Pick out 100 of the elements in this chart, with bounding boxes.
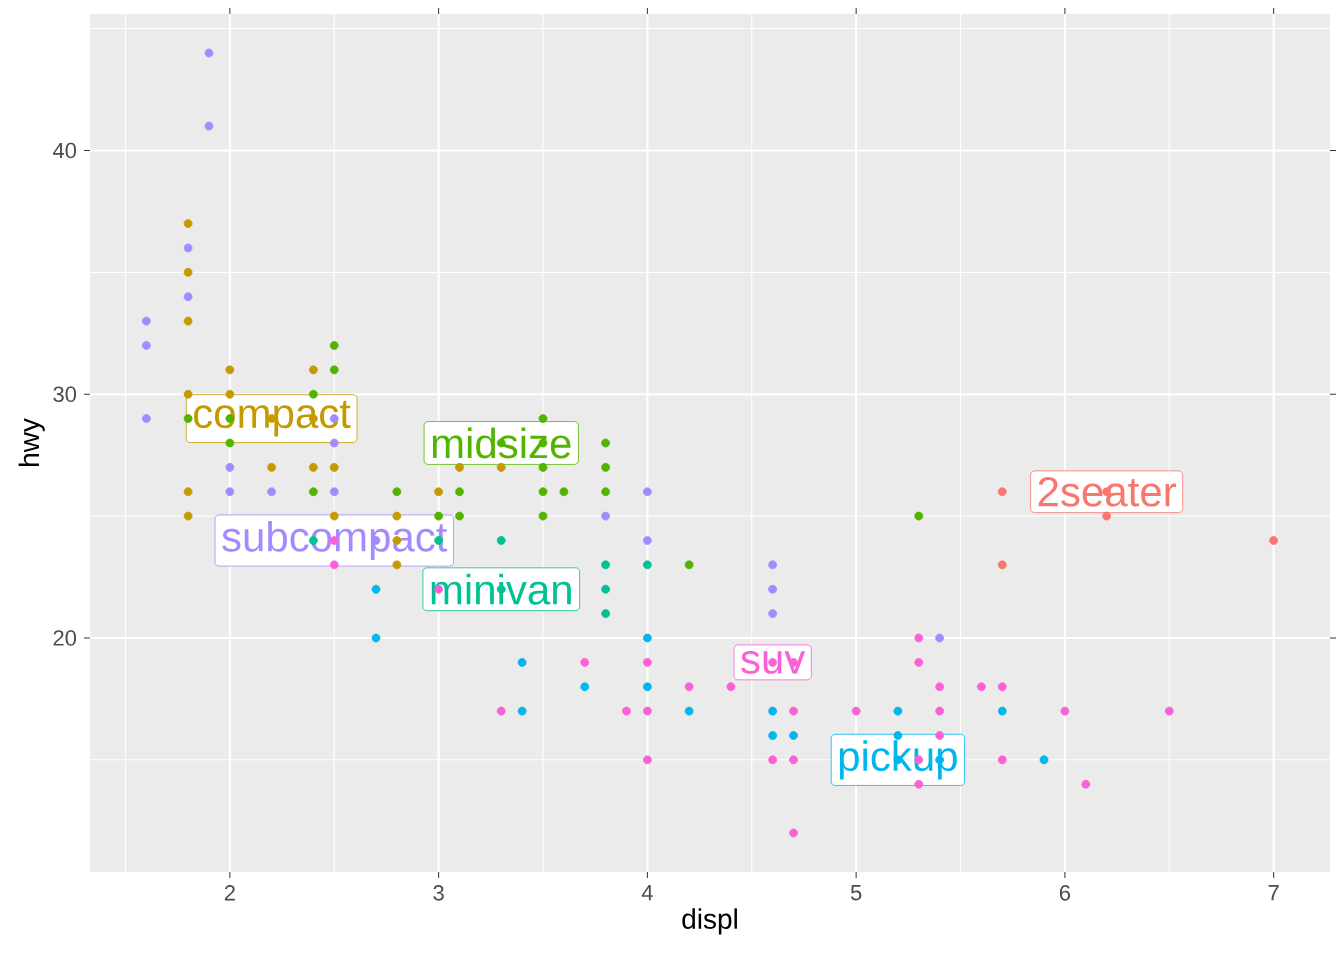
point — [496, 536, 506, 545]
x-tick-label: 2 — [224, 885, 235, 901]
point — [580, 657, 590, 667]
point — [455, 462, 464, 472]
point — [684, 560, 694, 570]
point — [601, 584, 611, 594]
point — [434, 511, 444, 521]
point — [308, 389, 318, 399]
y-tick-label: 30 — [53, 386, 77, 403]
point — [267, 487, 277, 497]
point — [789, 706, 798, 716]
point — [601, 511, 611, 521]
point — [329, 560, 339, 570]
point — [997, 755, 1007, 765]
annotation: minivan — [431, 573, 571, 605]
x-tick-label: 3 — [433, 885, 444, 901]
point — [789, 731, 798, 740]
y-axis-title: hwy — [18, 418, 45, 466]
point — [455, 511, 464, 521]
point — [1060, 706, 1070, 716]
point — [935, 682, 945, 692]
point — [183, 487, 193, 497]
point — [538, 414, 548, 424]
annotation: compact — [194, 400, 351, 437]
x-tick-label: 7 — [1268, 885, 1279, 901]
point — [642, 657, 652, 667]
point — [642, 560, 652, 570]
annotation: midsize — [432, 427, 571, 459]
point — [183, 389, 193, 399]
point — [141, 414, 151, 424]
point — [225, 365, 235, 375]
point — [225, 462, 235, 472]
point — [601, 560, 611, 570]
point — [434, 487, 444, 497]
point — [141, 316, 151, 326]
point — [225, 438, 235, 448]
point — [642, 682, 652, 692]
y-tick-label: 40 — [52, 142, 77, 159]
annotation: 2seater — [1038, 476, 1176, 507]
point — [183, 316, 193, 326]
point — [684, 682, 694, 692]
point — [601, 609, 611, 619]
point — [308, 365, 318, 375]
point — [183, 511, 193, 521]
point — [329, 511, 339, 521]
point — [935, 731, 945, 740]
point — [183, 219, 193, 229]
point — [935, 633, 945, 643]
point — [141, 341, 151, 350]
point — [204, 121, 214, 131]
point — [726, 682, 736, 692]
x-tick-label: 6 — [1059, 885, 1071, 901]
point — [642, 706, 652, 716]
point — [768, 755, 778, 765]
point — [225, 487, 235, 497]
point — [183, 267, 193, 277]
point — [1081, 779, 1091, 789]
annotation: suv — [741, 650, 806, 674]
point — [768, 560, 778, 570]
point — [183, 414, 193, 424]
point — [204, 48, 214, 58]
point — [642, 487, 652, 497]
point — [517, 706, 527, 716]
point — [601, 462, 611, 472]
point — [329, 365, 339, 375]
point — [517, 657, 527, 667]
point — [768, 706, 778, 716]
point — [392, 487, 402, 497]
point — [851, 706, 861, 716]
point — [914, 779, 924, 789]
point — [371, 633, 381, 643]
point — [329, 462, 339, 472]
point — [768, 584, 778, 594]
point — [893, 731, 903, 740]
point — [496, 706, 506, 716]
point — [768, 609, 778, 619]
point — [225, 389, 235, 399]
point — [1269, 536, 1279, 545]
point — [538, 487, 548, 497]
point — [997, 560, 1007, 570]
y-tick-label: 20 — [53, 630, 77, 646]
point — [914, 657, 924, 667]
point — [371, 584, 381, 594]
point — [308, 487, 318, 497]
point — [622, 706, 631, 716]
point — [893, 706, 903, 716]
point — [789, 828, 798, 838]
point — [496, 462, 506, 472]
point — [1102, 511, 1112, 521]
point — [183, 243, 193, 253]
point — [997, 706, 1007, 716]
point — [538, 462, 548, 472]
x-tick-label: 5 — [850, 885, 862, 901]
point — [601, 487, 611, 497]
annotation: subcompact — [222, 520, 448, 561]
point — [642, 755, 652, 765]
point — [997, 487, 1007, 497]
point — [329, 487, 339, 497]
point — [768, 731, 778, 740]
point — [914, 633, 924, 643]
